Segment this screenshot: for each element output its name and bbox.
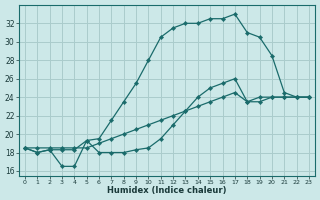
X-axis label: Humidex (Indice chaleur): Humidex (Indice chaleur) — [107, 186, 227, 195]
